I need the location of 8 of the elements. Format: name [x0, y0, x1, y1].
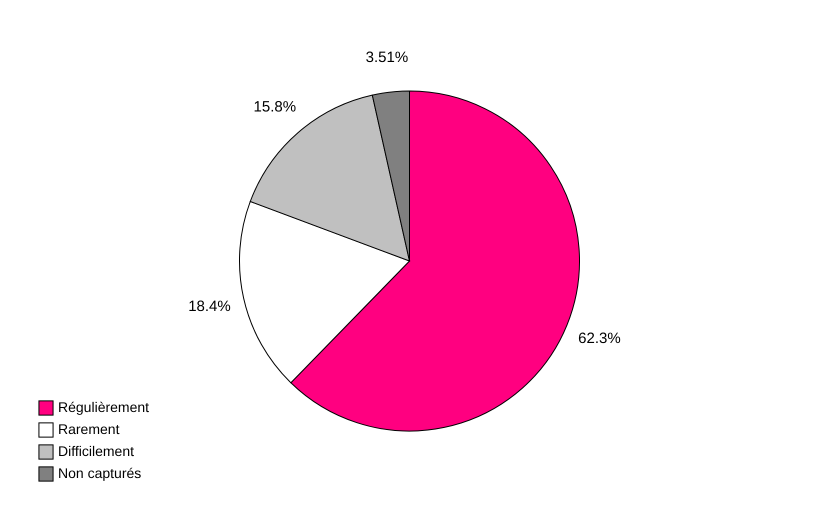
legend-label: Non capturés	[58, 465, 142, 481]
data-label: 18.4%	[188, 298, 231, 315]
data-label: 3.51%	[366, 49, 408, 66]
legend-label: Difficilement	[58, 443, 134, 459]
legend-label: Rarement	[58, 421, 120, 437]
data-label: 15.8%	[254, 98, 296, 116]
legend-label: Régulièrement	[58, 399, 150, 415]
data-label: 62.3%	[578, 330, 621, 348]
